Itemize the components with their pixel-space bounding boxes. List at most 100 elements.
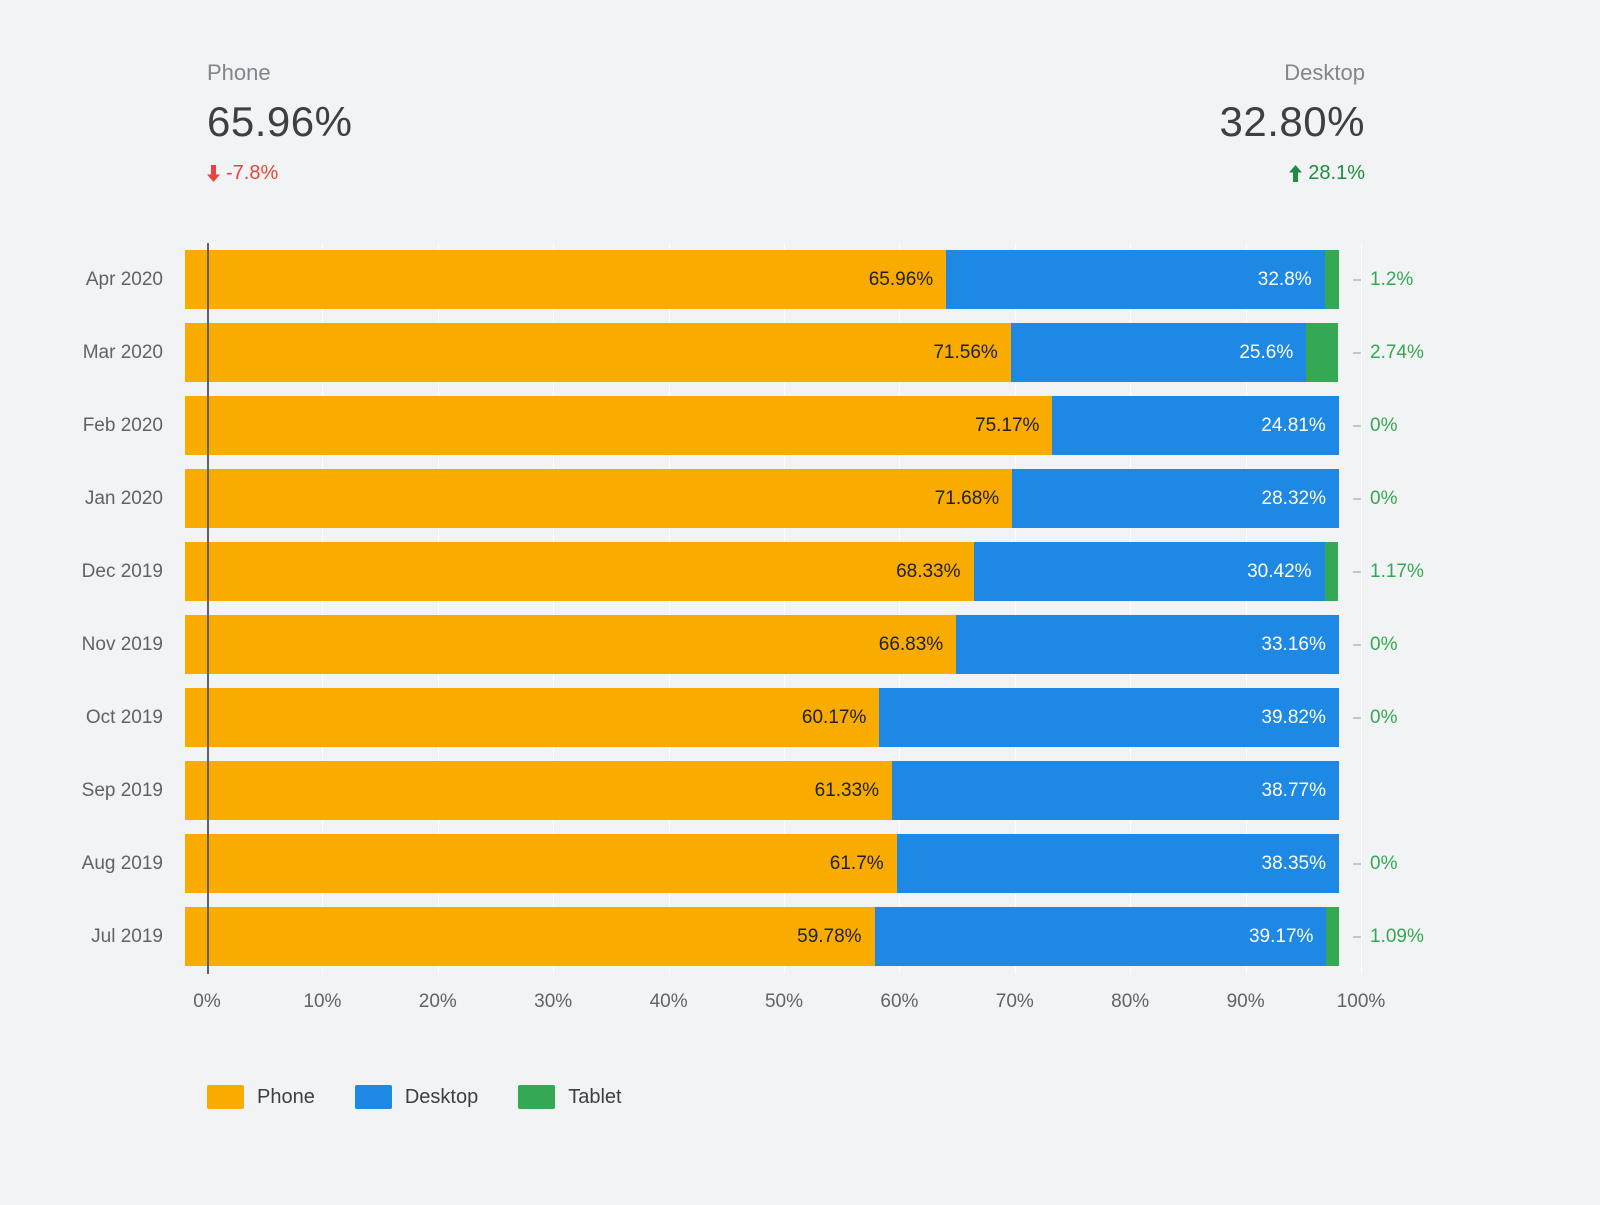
- bar-row: Dec 2019 68.33% 30.42% 1.17%: [0, 535, 1600, 608]
- tablet-bar-segment[interactable]: [1326, 907, 1340, 966]
- phone-bar-segment[interactable]: 61.7%: [185, 834, 897, 893]
- tablet-bar-segment[interactable]: [1324, 250, 1339, 309]
- desktop-bar-segment[interactable]: 30.42%: [973, 542, 1325, 601]
- x-tick-label: 50%: [764, 991, 804, 1012]
- x-tick-label: 30%: [534, 991, 573, 1012]
- bar-track: 61.7% 38.35%: [185, 834, 1339, 893]
- tablet-value-label: 0%: [1339, 853, 1397, 875]
- segment-value-label: 60.17%: [801, 706, 867, 728]
- phone-bar-segment[interactable]: 71.68%: [185, 469, 1013, 528]
- phone-bar-segment[interactable]: 75.17%: [185, 396, 1053, 455]
- down-arrow-icon: [207, 165, 220, 182]
- legend-swatch: [518, 1085, 556, 1109]
- x-tick-label: 70%: [995, 991, 1034, 1012]
- phone-summary-value: 65.96%: [207, 98, 353, 145]
- gridline: [899, 243, 901, 974]
- gridline: [322, 243, 324, 974]
- phone-bar-segment[interactable]: 60.17%: [185, 688, 880, 747]
- phone-bar-segment[interactable]: 66.83%: [185, 615, 957, 674]
- phone-bar-segment[interactable]: 59.78%: [185, 907, 875, 966]
- segment-value-label: 59.78%: [797, 925, 862, 947]
- segment-value-label: 33.16%: [1261, 633, 1326, 655]
- x-tick-label: 20%: [418, 991, 457, 1012]
- chart-gridlines: [207, 243, 1362, 974]
- bar-row: Mar 2020 71.56% 25.6% 2.74%: [0, 316, 1600, 389]
- segment-value-label: 71.56%: [933, 341, 998, 363]
- desktop-change-value: 28.1%: [1308, 162, 1365, 184]
- legend-item-phone[interactable]: Phone: [207, 1085, 315, 1109]
- tablet-value-label: 1.2%: [1339, 269, 1413, 291]
- x-tick-label: 90%: [1226, 991, 1265, 1012]
- x-tick-label: 80%: [1111, 991, 1150, 1012]
- stacked-bar-chart: Apr 2020 65.96% 32.8% 1.2% Mar 2020 71.56% 25.…: [0, 243, 1600, 1012]
- tablet-value-label: 0%: [1339, 488, 1397, 510]
- gridline: [1245, 243, 1247, 974]
- phone-bar-segment[interactable]: 68.33%: [185, 542, 974, 601]
- bar-track: 71.56% 25.6%: [185, 323, 1339, 382]
- phone-bar-segment[interactable]: 65.96%: [185, 250, 947, 309]
- phone-bar-segment[interactable]: 71.56%: [185, 323, 1011, 382]
- bar-row: Nov 2019 66.83% 33.16% 0%: [0, 608, 1600, 681]
- x-tick-label: 10%: [303, 991, 342, 1012]
- segment-value-label: 24.81%: [1261, 414, 1326, 436]
- chart-rows: Apr 2020 65.96% 32.8% 1.2% Mar 2020 71.56% 25.…: [0, 243, 1600, 973]
- x-tick-label: 40%: [649, 991, 688, 1012]
- desktop-bar-segment[interactable]: 39.17%: [874, 907, 1327, 966]
- desktop-bar-segment[interactable]: 28.32%: [1012, 469, 1339, 528]
- x-axis: 0% 10% 20% 30% 40% 50% 60% 70% 80% 90% 100%: [193, 991, 1385, 1019]
- category-label: Dec 2019: [81, 560, 163, 582]
- chart-legend: Phone Desktop Tablet: [207, 1085, 622, 1109]
- category-label: Apr 2020: [85, 268, 163, 290]
- phone-summary-label: Phone: [207, 60, 271, 85]
- category-label: Aug 2019: [81, 852, 163, 874]
- bar-row: Feb 2020 75.17% 24.81% 0%: [0, 389, 1600, 462]
- desktop-bar-segment[interactable]: 32.8%: [946, 250, 1325, 309]
- bar-row: Apr 2020 65.96% 32.8% 1.2%: [0, 243, 1600, 316]
- desktop-bar-segment[interactable]: 24.81%: [1052, 396, 1339, 455]
- legend-item-tablet[interactable]: Tablet: [518, 1085, 622, 1109]
- tablet-bar-segment[interactable]: [1306, 323, 1338, 382]
- tablet-value-label: 1.09%: [1339, 926, 1424, 948]
- bar-track: 68.33% 30.42%: [185, 542, 1339, 601]
- category-label: Feb 2020: [82, 414, 163, 436]
- bar-track: 59.78% 39.17%: [185, 907, 1340, 966]
- legend-swatch: [207, 1085, 244, 1109]
- desktop-summary-value: 32.80%: [1219, 98, 1365, 145]
- phone-summary-change: -7.8%: [207, 162, 352, 185]
- desktop-bar-segment[interactable]: 38.77%: [892, 761, 1339, 820]
- up-arrow-icon: [1289, 165, 1303, 182]
- desktop-summary: Desktop 32.80% 28.1%: [1220, 60, 1365, 185]
- x-tick-label: 60%: [880, 991, 919, 1012]
- category-label: Mar 2020: [82, 341, 163, 363]
- bar-track: 75.17% 24.81%: [185, 396, 1339, 455]
- segment-value-label: 65.96%: [868, 268, 934, 290]
- phone-bar-segment[interactable]: 61.33%: [185, 761, 893, 820]
- segment-value-label: 66.83%: [878, 633, 944, 655]
- legend-label: Tablet: [568, 1085, 622, 1108]
- desktop-bar-segment[interactable]: 38.35%: [896, 834, 1339, 893]
- tablet-value-label: 2.74%: [1339, 342, 1424, 364]
- desktop-bar-segment[interactable]: 25.6%: [1010, 323, 1307, 382]
- bar-row: Oct 2019 60.17% 39.82% 0%: [0, 681, 1600, 754]
- segment-value-label: 38.35%: [1261, 852, 1326, 874]
- legend-item-desktop[interactable]: Desktop: [354, 1085, 479, 1109]
- bar-row: Jan 2020 71.68% 28.32% 0%: [0, 462, 1600, 535]
- desktop-summary-label: Desktop: [1284, 60, 1365, 85]
- gridline: [437, 243, 439, 974]
- bar-row: Sep 2019 61.33% 38.77%: [0, 754, 1600, 827]
- segment-value-label: 39.17%: [1248, 925, 1314, 947]
- desktop-bar-segment[interactable]: 39.82%: [879, 688, 1339, 747]
- desktop-bar-segment[interactable]: 33.16%: [956, 615, 1339, 674]
- segment-value-label: 38.77%: [1261, 779, 1326, 801]
- segment-value-label: 32.8%: [1257, 268, 1312, 290]
- tablet-bar-segment[interactable]: [1324, 542, 1339, 601]
- gridline: [784, 243, 785, 974]
- gridline: [668, 243, 670, 974]
- segment-value-label: 28.32%: [1261, 487, 1326, 509]
- legend-label: Desktop: [404, 1085, 479, 1108]
- tablet-value-label: 0%: [1339, 415, 1397, 437]
- segment-value-label: 71.68%: [934, 487, 1000, 509]
- gridline: [553, 243, 555, 974]
- segment-value-label: 39.82%: [1261, 706, 1326, 728]
- bar-track: 61.33% 38.77%: [185, 761, 1339, 820]
